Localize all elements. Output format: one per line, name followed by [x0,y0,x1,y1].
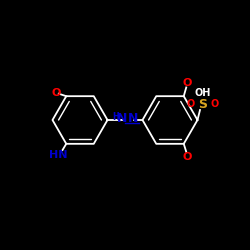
Text: H: H [112,112,119,122]
Text: OH: OH [194,88,210,98]
Text: O: O [182,78,192,88]
Text: O: O [187,99,195,109]
Text: S: S [198,98,207,111]
Text: N: N [128,112,138,126]
Text: O: O [182,152,192,162]
Text: O: O [210,99,218,109]
Text: N: N [117,112,128,126]
Text: O: O [52,88,61,98]
Text: HN: HN [50,150,68,160]
